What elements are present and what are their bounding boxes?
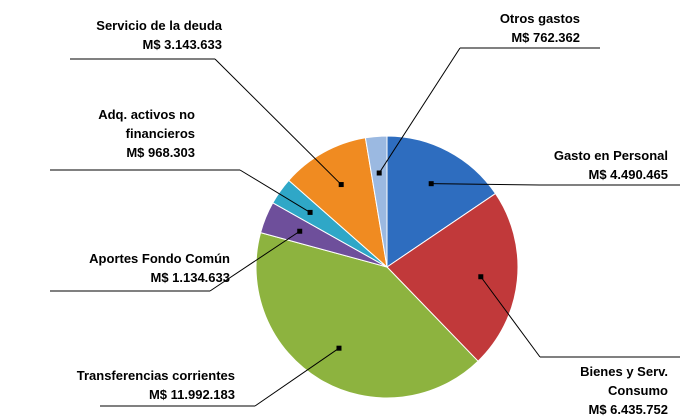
leader-line: [378, 47, 461, 174]
category-label: Adq. activos no financieros: [98, 107, 195, 141]
leader-dot: [428, 181, 434, 187]
slice-label: Otros gastos M$ 762.362: [420, 9, 580, 47]
slice-label: Servicio de la deuda M$ 3.143.633: [22, 16, 222, 54]
slice-label: Adq. activos no financieros M$ 968.303: [60, 105, 195, 162]
category-label: Transferencias corrientes: [76, 368, 235, 383]
leader-line: [480, 276, 541, 358]
category-label: Otros gastos: [499, 11, 580, 26]
value-label: M$ 1.134.633: [150, 270, 230, 285]
leader-line: [209, 230, 300, 292]
value-label: M$ 3.143.633: [142, 37, 222, 52]
leader-dot: [478, 274, 484, 280]
leader-dot: [338, 182, 344, 188]
leader-dot: [297, 228, 303, 234]
value-label: M$ 968.303: [126, 145, 195, 160]
value-label: M$ 762.362: [511, 30, 580, 45]
leader-line: [214, 58, 342, 185]
leader-line: [239, 169, 311, 213]
category-label: Servicio de la deuda: [96, 18, 222, 33]
pie-slice: [288, 137, 388, 269]
slice-label: Aportes Fondo Común M$ 1.134.633: [10, 249, 230, 287]
leader-dot: [307, 209, 313, 215]
category-label: Bienes y Serv. Consumo: [580, 364, 668, 398]
leader-line: [254, 347, 340, 407]
slice-label: Bienes y Serv. Consumo M$ 6.435.752: [553, 362, 668, 419]
pie-slice: [386, 135, 497, 268]
value-label: M$ 4.490.465: [588, 167, 668, 182]
category-label: Gasto en Personal: [553, 148, 668, 163]
value-label: M$ 11.992.183: [148, 387, 235, 402]
slice-label: Transferencias corrientes M$ 11.992.183: [5, 366, 235, 404]
leader-dot: [336, 345, 342, 351]
category-label: Aportes Fondo Común: [89, 251, 230, 266]
pie-slice: [386, 192, 519, 362]
leader-dot: [376, 170, 382, 176]
value-label: M$ 6.435.752: [588, 402, 668, 417]
pie-slice: [255, 231, 479, 399]
leader-line: [431, 183, 541, 186]
slice-label: Gasto en Personal M$ 4.490.465: [498, 146, 668, 184]
